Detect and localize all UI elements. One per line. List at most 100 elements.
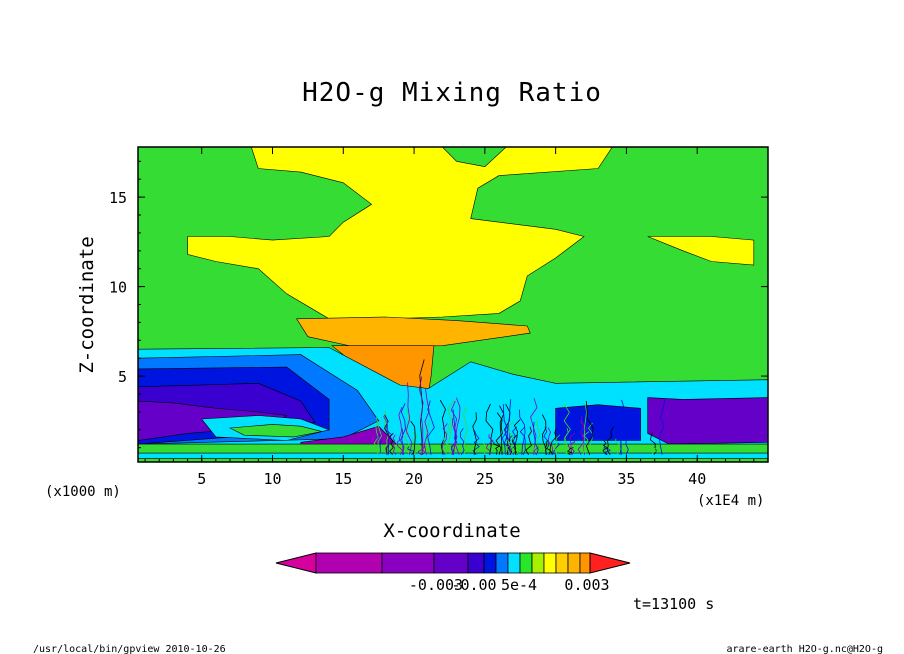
- turbulence-strand: [544, 440, 551, 455]
- turbulence-strand: [427, 400, 435, 455]
- data-file: arare-earth_H2O-g.nc@H2O-g: [726, 644, 883, 654]
- colorbar-segment: [381, 552, 435, 574]
- y-axis-label: Z-coordinate: [76, 236, 98, 373]
- turbulence-strand: [383, 416, 391, 455]
- turbulence-strand: [618, 399, 625, 455]
- colorbar: -0.003-0.00 5e-4 0.003: [275, 552, 631, 594]
- turbulence-strand: [472, 412, 477, 455]
- turbulence-strand: [463, 406, 468, 455]
- chart-title: H2O-g Mixing Ratio: [302, 78, 602, 108]
- turbulence-strand: [533, 421, 539, 455]
- turbulence-strand: [533, 419, 540, 455]
- colorbar-segment: [579, 552, 591, 574]
- turbulence-strand: [459, 428, 465, 456]
- turbulence-strand: [495, 412, 503, 455]
- colorbar-segment: [433, 552, 469, 574]
- turbulence-strand: [569, 432, 576, 456]
- turbulence-strand: [567, 447, 574, 456]
- turbulence-strand: [583, 431, 590, 456]
- y-tick-label: 10: [109, 279, 127, 297]
- turbulence-strand: [480, 442, 489, 455]
- turbulence-strand: [623, 422, 630, 455]
- turbulence-strand: [493, 441, 501, 455]
- turbulence-strand: [658, 398, 666, 455]
- turbulence-strand: [530, 397, 538, 455]
- x-tick-label: 40: [688, 470, 706, 488]
- turbulence-strand: [525, 426, 532, 455]
- colorbar-segment: [507, 552, 521, 574]
- turbulence-strand: [577, 420, 585, 455]
- colorbar-segment: [483, 552, 497, 574]
- turbulence-strand: [376, 416, 382, 455]
- turbulence-strand: [373, 419, 381, 455]
- y-axis: 5 10 15: [109, 160, 768, 449]
- heatmap-area: [138, 147, 768, 462]
- colorbar-label: -0.00: [451, 576, 496, 594]
- turbulence-strand: [472, 429, 480, 456]
- colorbar-arrow-high: [589, 552, 631, 574]
- colorbar-arrow-low: [275, 552, 317, 574]
- turbulence-strand: [606, 426, 614, 456]
- turbulence-strand: [405, 382, 413, 455]
- x-axis: 5 10 15 20 25 30 35 40: [144, 147, 755, 488]
- turbulence-strand: [407, 446, 415, 456]
- turbulence-strand: [582, 403, 587, 455]
- turbulence-strand: [543, 426, 550, 455]
- colorbar-segment: [567, 552, 581, 574]
- x-tick-label: 5: [197, 470, 206, 488]
- turbulence-strand: [397, 428, 404, 455]
- turbulence-strand: [603, 446, 611, 455]
- turbulence-strand: [385, 424, 393, 455]
- colorbar-segment: [555, 552, 569, 574]
- turbulence-strand: [651, 447, 659, 456]
- turbulence-strand: [398, 406, 405, 455]
- region-green-lower: [228, 424, 323, 438]
- turbulence-strand: [519, 426, 526, 455]
- turbulence-strand: [423, 388, 430, 455]
- x-axis-label: X-coordinate: [383, 520, 520, 542]
- y-tick-label: 5: [118, 368, 127, 386]
- region-upper-yellow: [187, 147, 613, 320]
- turbulence-strand: [400, 403, 406, 455]
- turbulence-strand: [446, 399, 455, 455]
- turbulence-strand: [485, 434, 494, 455]
- region-orange-top: [296, 316, 531, 348]
- colorbar-label: 5e-4: [501, 576, 537, 594]
- time-stamp: t=13100 s: [633, 595, 714, 613]
- x-tick-label: 35: [617, 470, 635, 488]
- x-unit: (x1E4 m): [697, 493, 764, 509]
- turbulence-strand: [547, 427, 554, 455]
- x-tick-label: 20: [405, 470, 423, 488]
- turbulence-strand: [563, 403, 571, 455]
- turbulence-strand: [519, 409, 526, 455]
- turbulence-strand: [553, 434, 561, 455]
- colorbar-segment: [467, 552, 485, 574]
- turbulence-strand: [418, 376, 424, 455]
- turbulence-strand: [376, 433, 382, 455]
- turbulence-strand: [501, 404, 509, 455]
- turbulence-strand: [552, 442, 560, 456]
- y-tick-label: 15: [109, 189, 127, 207]
- colorbar-segment: [531, 552, 545, 574]
- program-path: /usr/local/bin/gpview 2010-10-26: [33, 644, 226, 654]
- turbulence-strand: [384, 414, 391, 455]
- convective-turbulence: [373, 359, 666, 456]
- turbulence-strand: [410, 420, 416, 455]
- turbulence-strand: [443, 423, 449, 455]
- region-right-purple: [647, 397, 768, 445]
- colorbar-label: -0.003: [409, 576, 463, 594]
- turbulence-strand: [485, 403, 494, 455]
- colorbar-label: 0.003: [564, 576, 609, 594]
- turbulence-strand: [585, 400, 594, 455]
- x-tick-label: 30: [547, 470, 565, 488]
- colorbar-segment: [495, 552, 509, 574]
- y-unit: (x1000 m): [45, 484, 121, 500]
- turbulence-strand: [392, 434, 397, 456]
- x-tick-label: 25: [476, 470, 494, 488]
- x-tick-label: 10: [263, 470, 281, 488]
- region-right-yellow: [647, 236, 755, 266]
- turbulence-strand: [508, 420, 515, 455]
- turbulence-strand: [513, 419, 521, 455]
- colorbar-segment: [519, 552, 533, 574]
- colorbar-segment: [315, 552, 383, 574]
